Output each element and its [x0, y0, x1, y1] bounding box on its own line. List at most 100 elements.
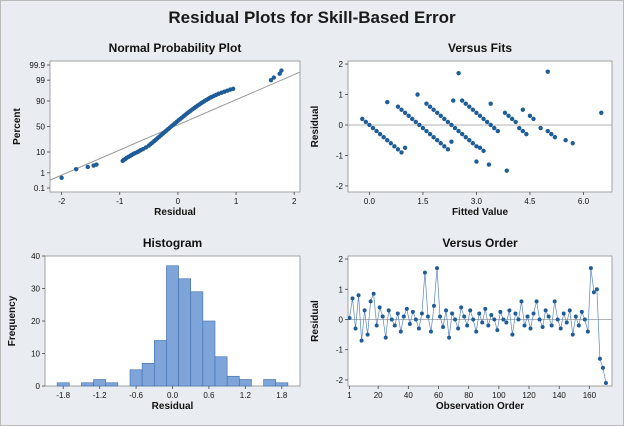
versus-fits-point	[524, 131, 529, 137]
versus-order-xtick-label: 100	[492, 391, 506, 400]
versus-fits-point	[410, 116, 415, 122]
versus-fits-point	[459, 131, 465, 137]
versus-fits-ylabel: Residual	[310, 105, 321, 147]
versus-order-point	[546, 314, 551, 319]
versus-fits-point	[381, 134, 386, 140]
normal-probability-point	[271, 75, 277, 80]
versus-fits-point	[509, 116, 515, 122]
normal-probability-data-group	[50, 68, 300, 181]
histogram-ylabel: Frequency	[7, 295, 18, 346]
versus-order-point	[438, 314, 443, 319]
versus-order-point	[561, 311, 566, 316]
versus-fits-point	[399, 150, 404, 155]
histogram-bar	[81, 382, 94, 387]
versus-order-point	[377, 305, 382, 310]
versus-fits-point	[477, 145, 483, 151]
versus-order-point	[486, 323, 491, 328]
versus-fits-ytick-label: 0	[339, 121, 344, 130]
versus-fits-point	[488, 122, 493, 128]
versus-fits-point	[402, 110, 408, 115]
versus-fits-point	[431, 107, 436, 112]
versus-fits-point	[449, 139, 454, 144]
histogram-bar	[153, 340, 167, 387]
versus-order-point	[389, 317, 394, 322]
versus-order-point	[528, 326, 533, 331]
versus-order-point	[416, 326, 421, 331]
versus-order-point	[410, 309, 415, 314]
versus-fits-point	[474, 144, 479, 149]
versus-order-point	[510, 332, 515, 337]
versus-fits-xtick-label: 4.5	[524, 197, 536, 206]
versus-fits-point	[545, 128, 550, 134]
versus-fits-point	[451, 98, 456, 103]
versus-fits-point	[367, 122, 372, 128]
histogram-xtick-label: -0.6	[129, 391, 143, 400]
versus-order-point	[425, 314, 430, 319]
versus-fits-point	[420, 125, 426, 131]
versus-fits-point	[370, 125, 376, 131]
versus-order-point	[552, 299, 557, 304]
versus-fits-point	[486, 162, 492, 167]
versus-fits-point	[360, 116, 365, 122]
normal-probability-xlabel: Residual	[154, 207, 196, 218]
versus-order-point	[525, 314, 530, 319]
versus-order-point	[597, 356, 602, 361]
normal-probability-point	[94, 162, 99, 167]
versus-fits-point	[385, 138, 390, 143]
versus-fits-xtick-label: 3.0	[471, 197, 483, 206]
versus-order-point	[492, 317, 497, 322]
versus-fits-point	[434, 138, 440, 143]
versus-fits-xtick-label: 6.0	[578, 197, 590, 206]
versus-order-point	[537, 317, 542, 322]
versus-fits-point	[395, 104, 401, 109]
histogram-xtick-label: -1.2	[93, 391, 107, 400]
versus-order-point	[603, 380, 608, 385]
versus-fits-point	[392, 144, 397, 149]
versus-order-point	[540, 325, 545, 330]
versus-order-point	[504, 320, 509, 325]
versus-order-point	[468, 308, 473, 313]
versus-order-xtick-label: 1	[347, 391, 352, 400]
versus-order-point	[374, 323, 379, 328]
versus-order-point	[404, 306, 409, 311]
normal-probability-ytick-label: 10	[36, 148, 45, 157]
versus-order-point	[498, 309, 503, 314]
versus-fits-point	[545, 69, 550, 74]
histogram-ytick-label: 40	[31, 252, 40, 261]
normal-probability-point	[73, 166, 79, 172]
normal-probability-point	[230, 86, 236, 91]
versus-fits-point	[492, 125, 497, 131]
versus-order-xtick-label: 40	[404, 391, 413, 400]
histogram-ytick-label: 10	[31, 350, 40, 359]
versus-order-point	[447, 335, 452, 340]
histogram-xtick-label: 0.6	[203, 391, 215, 400]
versus-fits-point	[495, 128, 501, 134]
histogram-xtick-label: 0.0	[167, 391, 179, 400]
versus-fits-point	[434, 110, 440, 115]
versus-order-point	[531, 311, 536, 316]
normal-probability-xtick-label: 1	[234, 197, 239, 206]
versus-fits-point	[549, 131, 554, 137]
versus-order-point	[401, 314, 406, 319]
normal-probability-title: Normal Probability Plot	[109, 41, 242, 55]
versus-fits-point	[442, 144, 447, 149]
versus-fits-point	[417, 122, 422, 128]
versus-order-point	[483, 306, 488, 311]
versus-order-point	[600, 365, 605, 370]
versus-order-point	[501, 317, 506, 322]
versus-fits-point	[395, 147, 401, 152]
versus-order-point	[519, 299, 524, 304]
versus-order-point	[395, 311, 400, 316]
versus-fits-xlabel: Fitted Value	[452, 207, 509, 218]
versus-fits-point	[449, 122, 454, 128]
versus-fits-point	[467, 138, 472, 143]
versus-order-point	[348, 315, 352, 320]
versus-order-point	[413, 317, 418, 322]
versus-fits-ytick-label: -2	[336, 182, 344, 191]
versus-order-ytick-label: 0	[339, 315, 344, 324]
versus-order-point	[453, 317, 458, 322]
versus-fits-xtick-label: 1.5	[417, 197, 429, 206]
histogram-xtick-label: 1.2	[240, 391, 252, 400]
histogram-xtick-label: 1.8	[276, 391, 288, 400]
versus-order-point	[591, 290, 596, 295]
